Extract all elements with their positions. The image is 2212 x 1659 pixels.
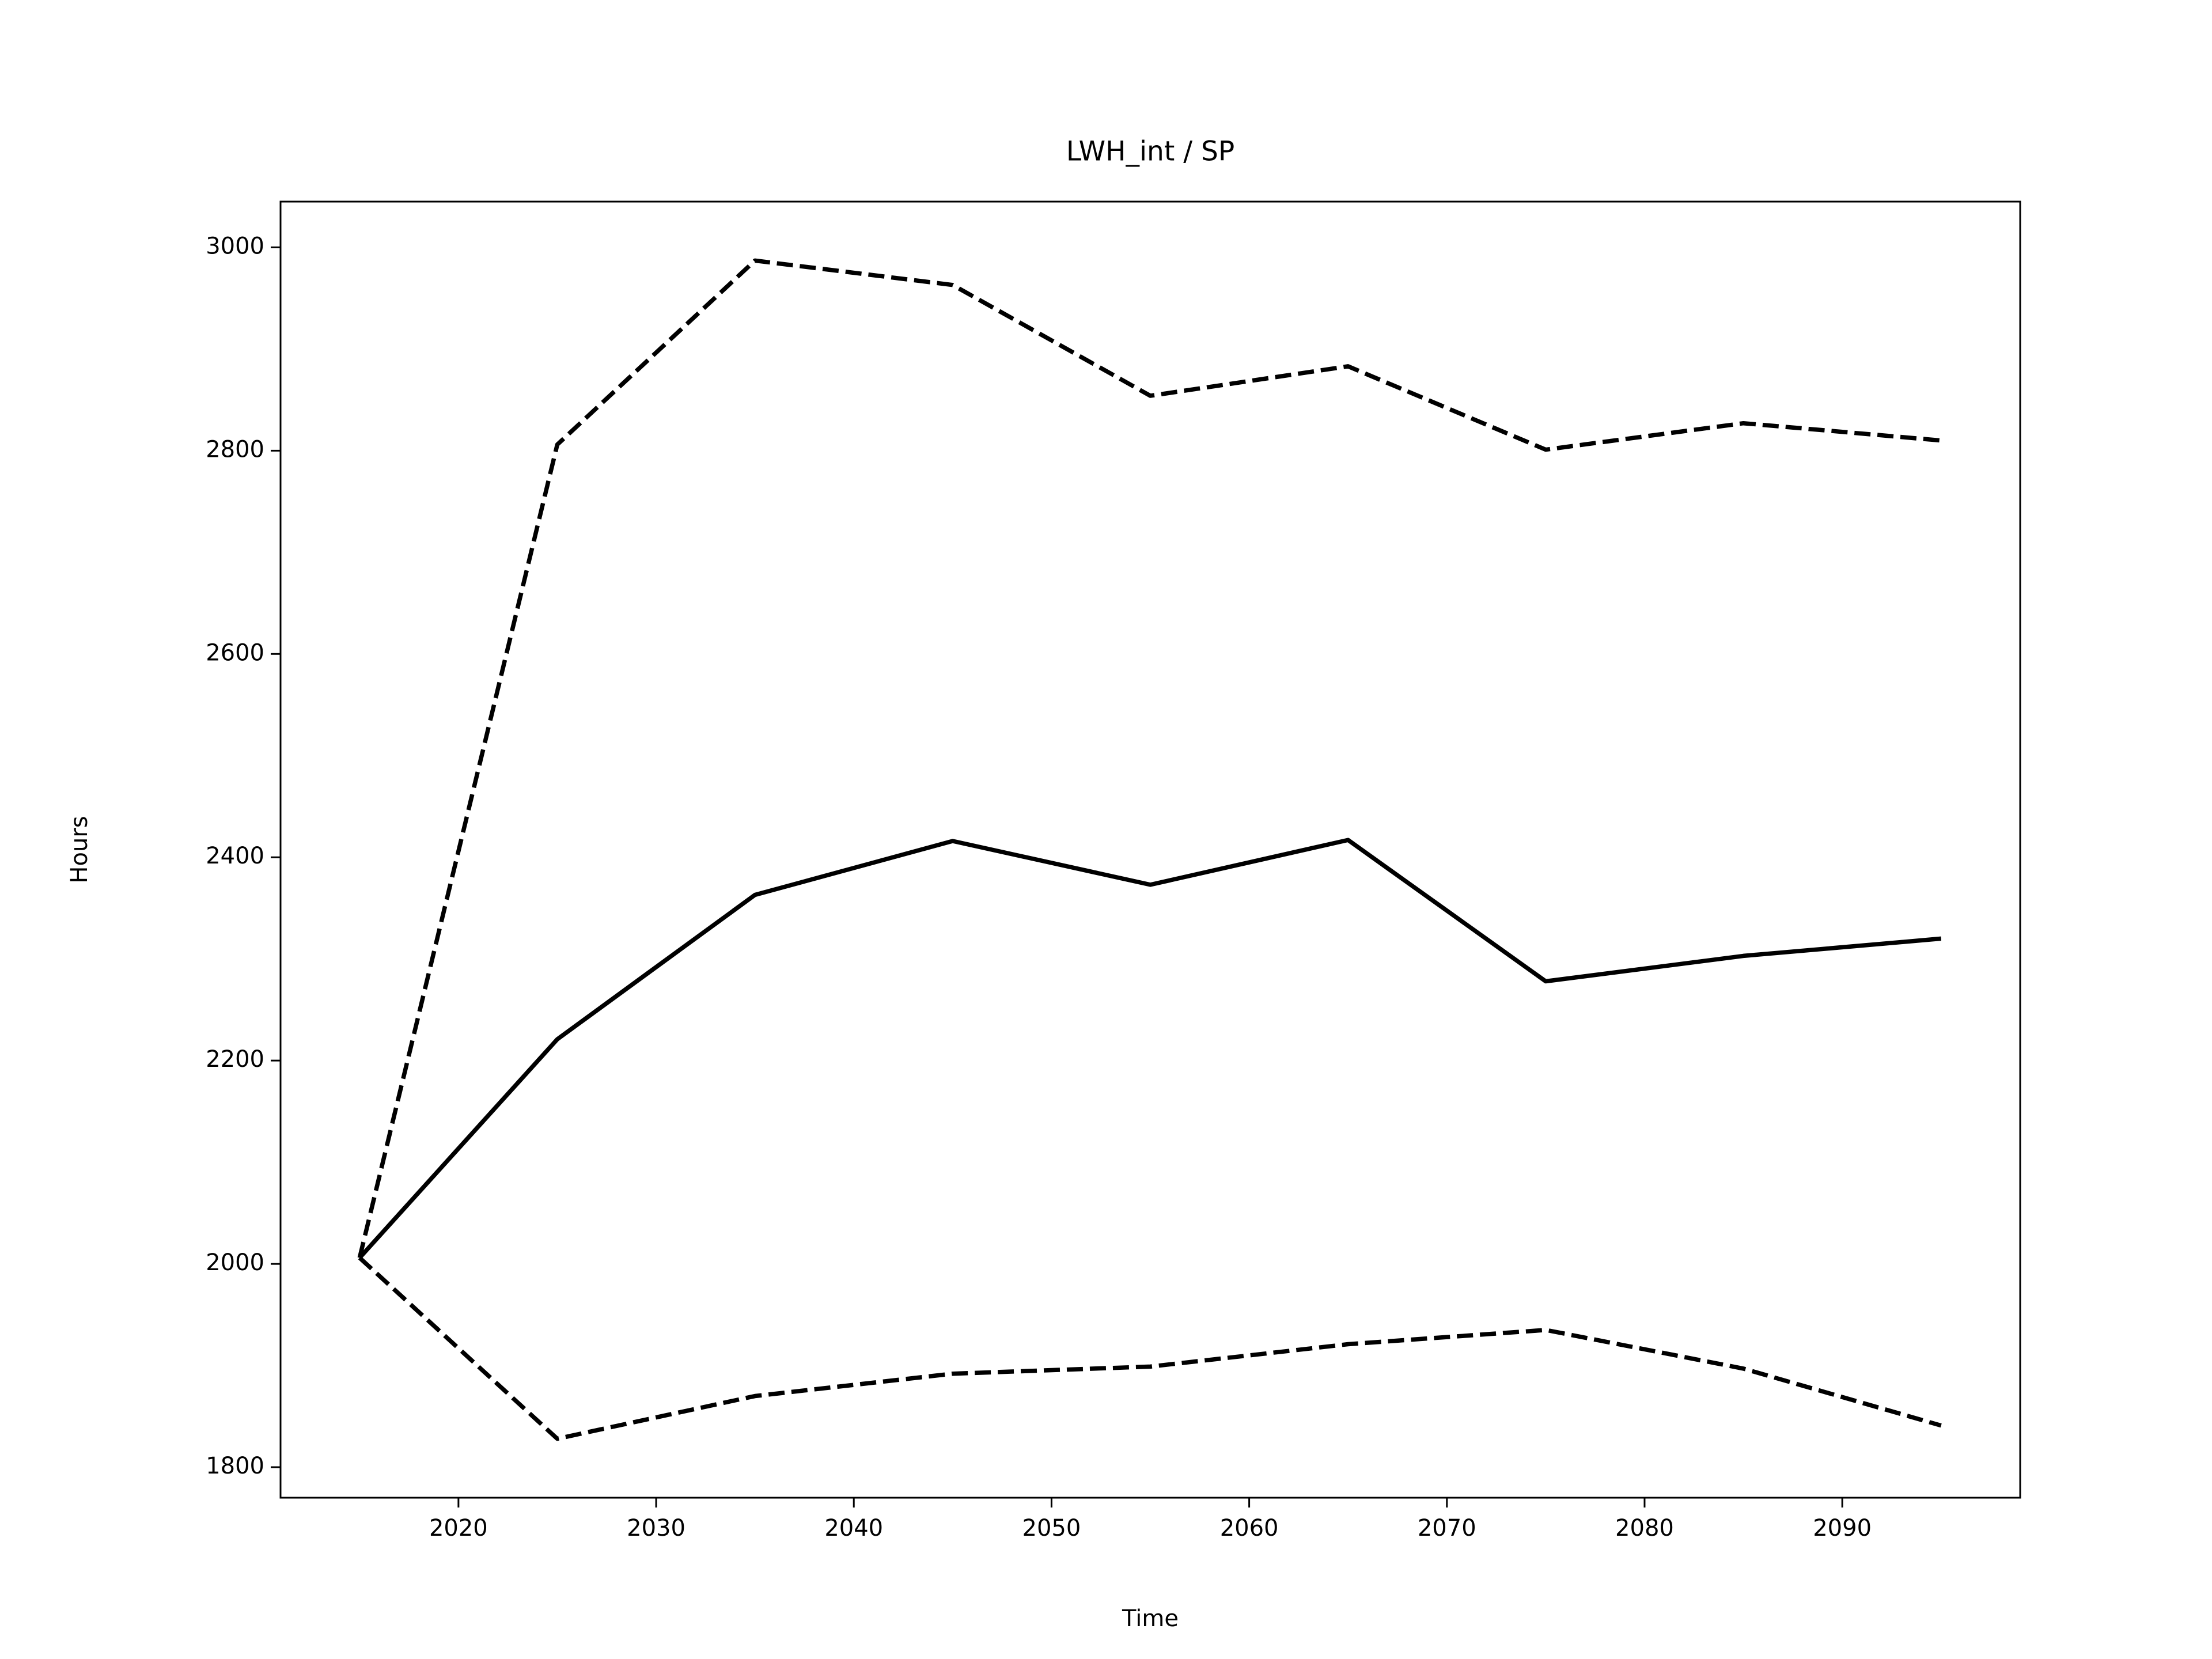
x-axis-label: Time [1122,1605,1179,1632]
y-tick-label: 2800 [206,436,264,463]
y-tick-label: 1800 [206,1453,264,1479]
x-tick-label: 2070 [1418,1515,1476,1541]
y-axis-label: Hours [66,816,93,883]
y-tick-label: 3000 [206,233,264,259]
chart-title: LWH_int / SP [1066,136,1234,168]
x-tick-label: 2030 [627,1515,685,1541]
y-tick-label: 2600 [206,639,264,666]
x-tick-label: 2050 [1022,1515,1081,1541]
x-tick-label: 2060 [1220,1515,1279,1541]
series-line [358,1256,1942,1441]
y-tick-label: 2000 [206,1249,264,1276]
series-line [358,838,1942,1260]
y-tick-label: 2400 [206,843,264,869]
x-tick-label: 2080 [1615,1515,1674,1541]
x-tick-label: 2020 [429,1515,488,1541]
plot-frame [279,200,2021,1499]
x-tick-label: 2090 [1813,1515,1872,1541]
x-tick-label: 2040 [824,1515,883,1541]
series-line [357,258,1942,1259]
y-tick-label: 2200 [206,1046,264,1073]
